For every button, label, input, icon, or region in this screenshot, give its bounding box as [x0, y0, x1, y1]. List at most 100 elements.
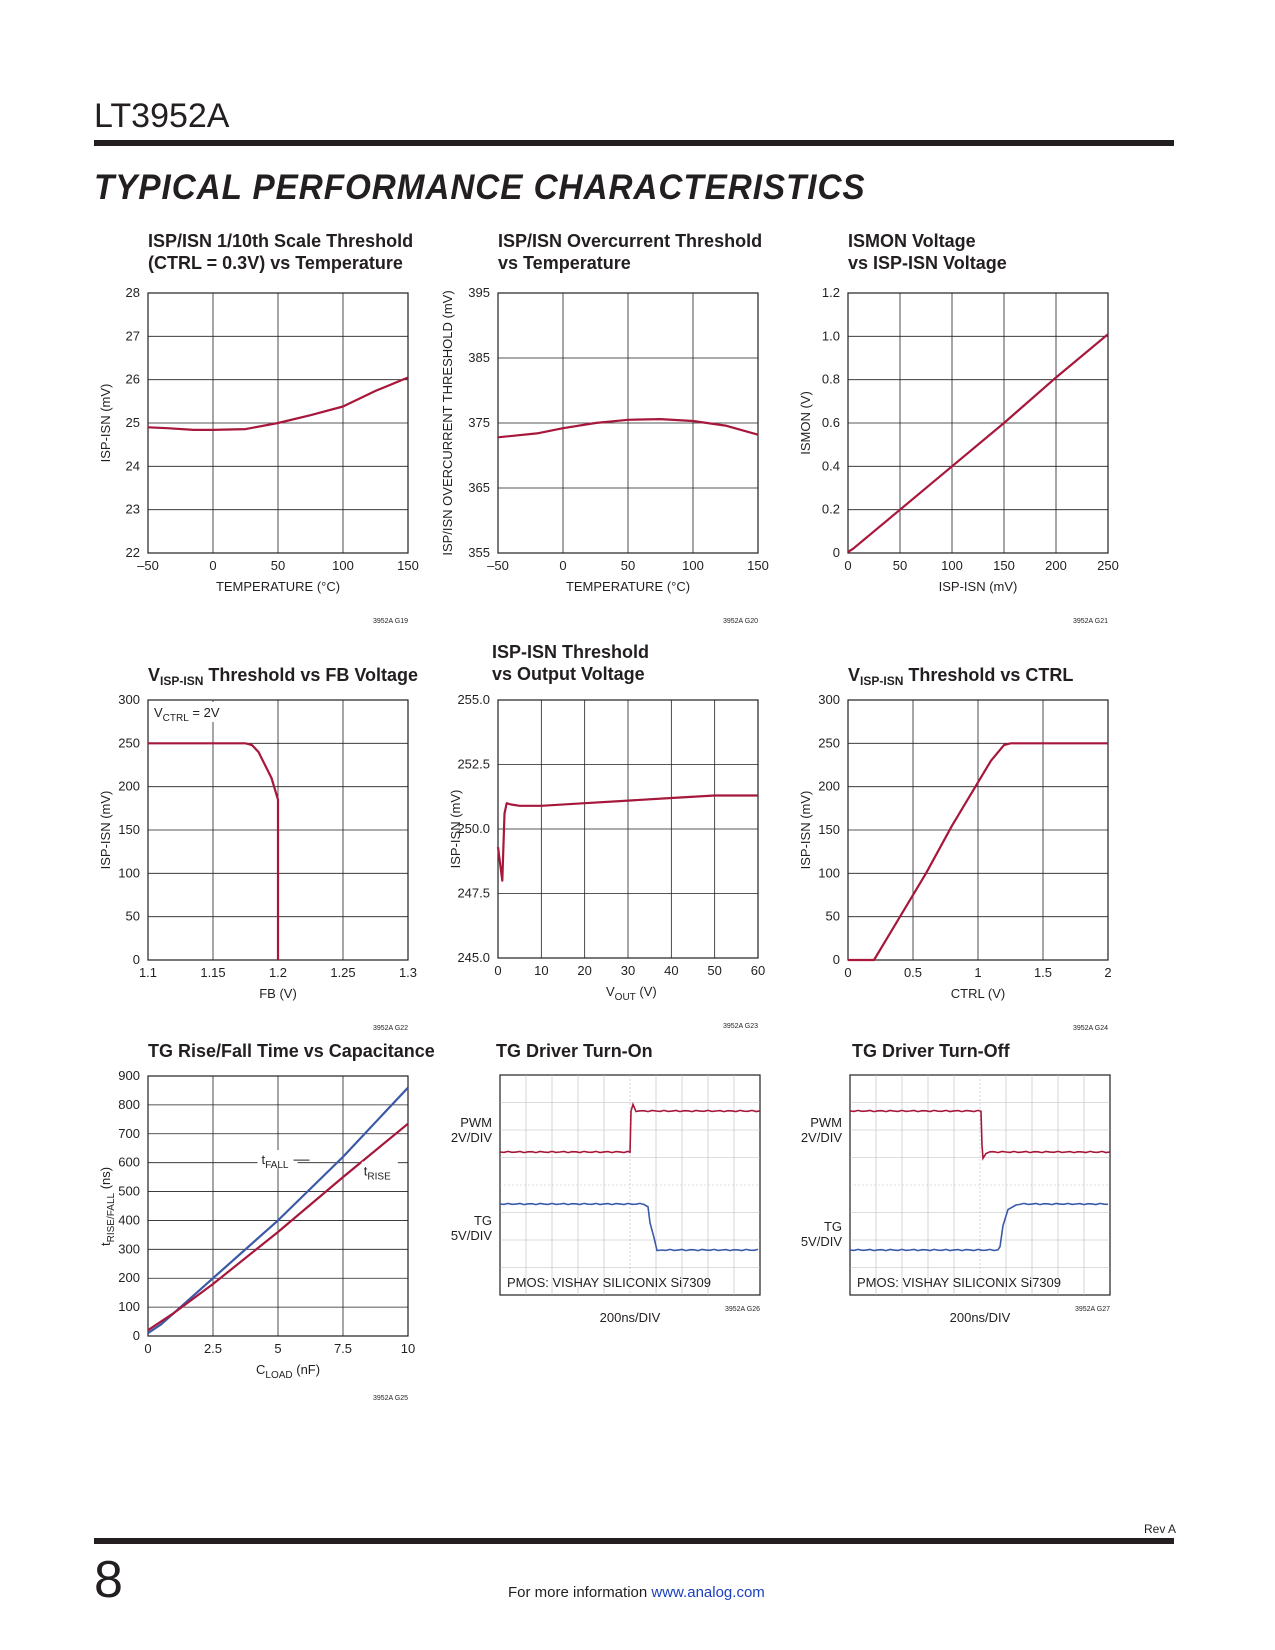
y-tick-label: 50 — [826, 909, 840, 924]
y-axis-label: ISMON (V) — [798, 391, 813, 455]
scope-note: PMOS: VISHAY SILICONIX Si7309 — [507, 1275, 711, 1290]
header-rule — [94, 140, 1174, 146]
annotation-vctrl: VCTRL = 2V — [154, 705, 220, 724]
ch2-name: TG — [474, 1213, 492, 1228]
x-tick-label: 1.3 — [399, 965, 417, 980]
ch1-scale: 2V/DIV — [451, 1130, 493, 1145]
x-tick-label: 0 — [844, 558, 851, 573]
y-tick-label: 0 — [133, 952, 140, 967]
x-axis-label: CLOAD (nF) — [256, 1362, 320, 1381]
footer-text: For more information www.analog.com — [508, 1584, 765, 1601]
scope-note: PMOS: VISHAY SILICONIX Si7309 — [857, 1275, 1061, 1290]
y-axis-label: ISP/ISN OVERCURRENT THRESHOLD (mV) — [440, 290, 455, 555]
y-tick-label: 100 — [818, 865, 840, 880]
series-tRISE — [147, 1122, 409, 1332]
y-tick-label: 300 — [818, 692, 840, 707]
y-tick-label: 247.5 — [457, 886, 490, 901]
y-tick-label: 28 — [126, 285, 140, 300]
x-tick-label: 1.5 — [1034, 965, 1052, 980]
series-threshold — [147, 376, 409, 431]
series-overcurrent — [497, 418, 759, 439]
y-tick-label: 255.0 — [457, 692, 490, 707]
x-axis-label: FB (V) — [259, 986, 297, 1001]
x-tick-label: –50 — [487, 558, 509, 573]
label-bg — [257, 1150, 298, 1169]
chart-g25: TG Rise/Fall Time vs Capacitance 0 2.5 5 7.5… — [98, 1041, 435, 1402]
x-tick-label: 10 — [401, 1341, 415, 1356]
chart-g24: VISP-ISN Threshold vs CTRL 0 0.5 1 1.5 2 0 50 10… — [798, 665, 1112, 1032]
x-tick-label: 2.5 — [204, 1341, 222, 1356]
y-tick-label: 0.6 — [822, 415, 840, 430]
chart-title: (CTRL = 0.3V) vs Temperature — [148, 253, 403, 273]
footer-rule — [94, 1538, 1174, 1544]
plot-frame — [147, 292, 409, 554]
y-tick-label: 0 — [833, 952, 840, 967]
footer-lead: For more information — [508, 1584, 652, 1601]
y-axis-label: ISP-ISN (mV) — [448, 790, 463, 869]
x-tick-label: 60 — [751, 963, 765, 978]
ch1-name: PWM — [810, 1115, 842, 1130]
x-axis-label: CTRL (V) — [951, 986, 1005, 1001]
series-threshold — [148, 742, 280, 960]
chart-title: VISP-ISN Threshold vs FB Voltage — [148, 665, 418, 688]
y-tick-label: 0 — [833, 545, 840, 560]
figure-code: 3952A G23 — [723, 1023, 758, 1030]
ch2-scale: 5V/DIV — [451, 1228, 493, 1243]
x-tick-label: 150 — [397, 558, 419, 573]
part-number: LT3952A — [94, 97, 230, 135]
chart-title: vs ISP-ISN Voltage — [848, 253, 1007, 273]
chart-title: TG Driver Turn-Off — [852, 1041, 1011, 1061]
plot-frame — [147, 1075, 409, 1337]
y-tick-label: 24 — [126, 458, 140, 473]
x-tick-label: 100 — [332, 558, 354, 573]
y-tick-label: 50 — [126, 909, 140, 924]
plot-frame — [847, 292, 1109, 554]
y-tick-label: 200 — [118, 779, 140, 794]
x-tick-label: 1 — [974, 965, 981, 980]
y-tick-label: 27 — [126, 328, 140, 343]
x-axis-label: TEMPERATURE (°C) — [566, 579, 690, 594]
y-axis-label: ISP-ISN (mV) — [98, 791, 113, 870]
y-tick-label: 0.4 — [822, 458, 840, 473]
x-tick-label: 1.1 — [139, 965, 157, 980]
chart-title: TG Driver Turn-On — [496, 1041, 653, 1061]
scope-timebase: 200ns/DIV — [600, 1310, 661, 1325]
footer-link[interactable]: www.analog.com — [651, 1584, 765, 1601]
figure-code: 3952A G21 — [1073, 618, 1108, 625]
x-tick-label: 150 — [993, 558, 1015, 573]
y-tick-label: 700 — [118, 1126, 140, 1141]
x-tick-label: 50 — [707, 963, 721, 978]
figure-code: 3952A G27 — [1075, 1306, 1110, 1313]
x-tick-label: 30 — [621, 963, 635, 978]
x-tick-label: 50 — [621, 558, 635, 573]
x-axis-label: TEMPERATURE (°C) — [216, 579, 340, 594]
series-tFALL — [147, 1086, 409, 1335]
trace-pwm — [499, 1102, 761, 1154]
chart-title: vs Output Voltage — [492, 664, 645, 684]
chart-title: VISP-ISN Threshold vs CTRL — [848, 665, 1073, 688]
x-tick-label: 1.2 — [269, 965, 287, 980]
figure-code: 3952A G19 — [373, 618, 408, 625]
figure-code: 3952A G22 — [373, 1025, 408, 1032]
x-tick-label: 0 — [559, 558, 566, 573]
chart-title: ISP-ISN Threshold — [492, 642, 649, 662]
x-tick-label: 0 — [844, 965, 851, 980]
label-trise: tRISE — [364, 1164, 391, 1183]
x-tick-label: 10 — [534, 963, 548, 978]
x-tick-label: 100 — [682, 558, 704, 573]
plot-frame — [847, 699, 1109, 961]
x-tick-label: 200 — [1045, 558, 1067, 573]
x-tick-label: 2 — [1104, 965, 1111, 980]
x-tick-label: –50 — [137, 558, 159, 573]
y-tick-label: 100 — [118, 865, 140, 880]
x-tick-label: 0 — [209, 558, 216, 573]
x-tick-label: 0 — [144, 1341, 151, 1356]
figure-code: 3952A G26 — [725, 1306, 760, 1313]
revision: Rev A — [1144, 1522, 1177, 1536]
y-tick-label: 400 — [118, 1212, 140, 1227]
y-tick-label: 1.2 — [822, 285, 840, 300]
